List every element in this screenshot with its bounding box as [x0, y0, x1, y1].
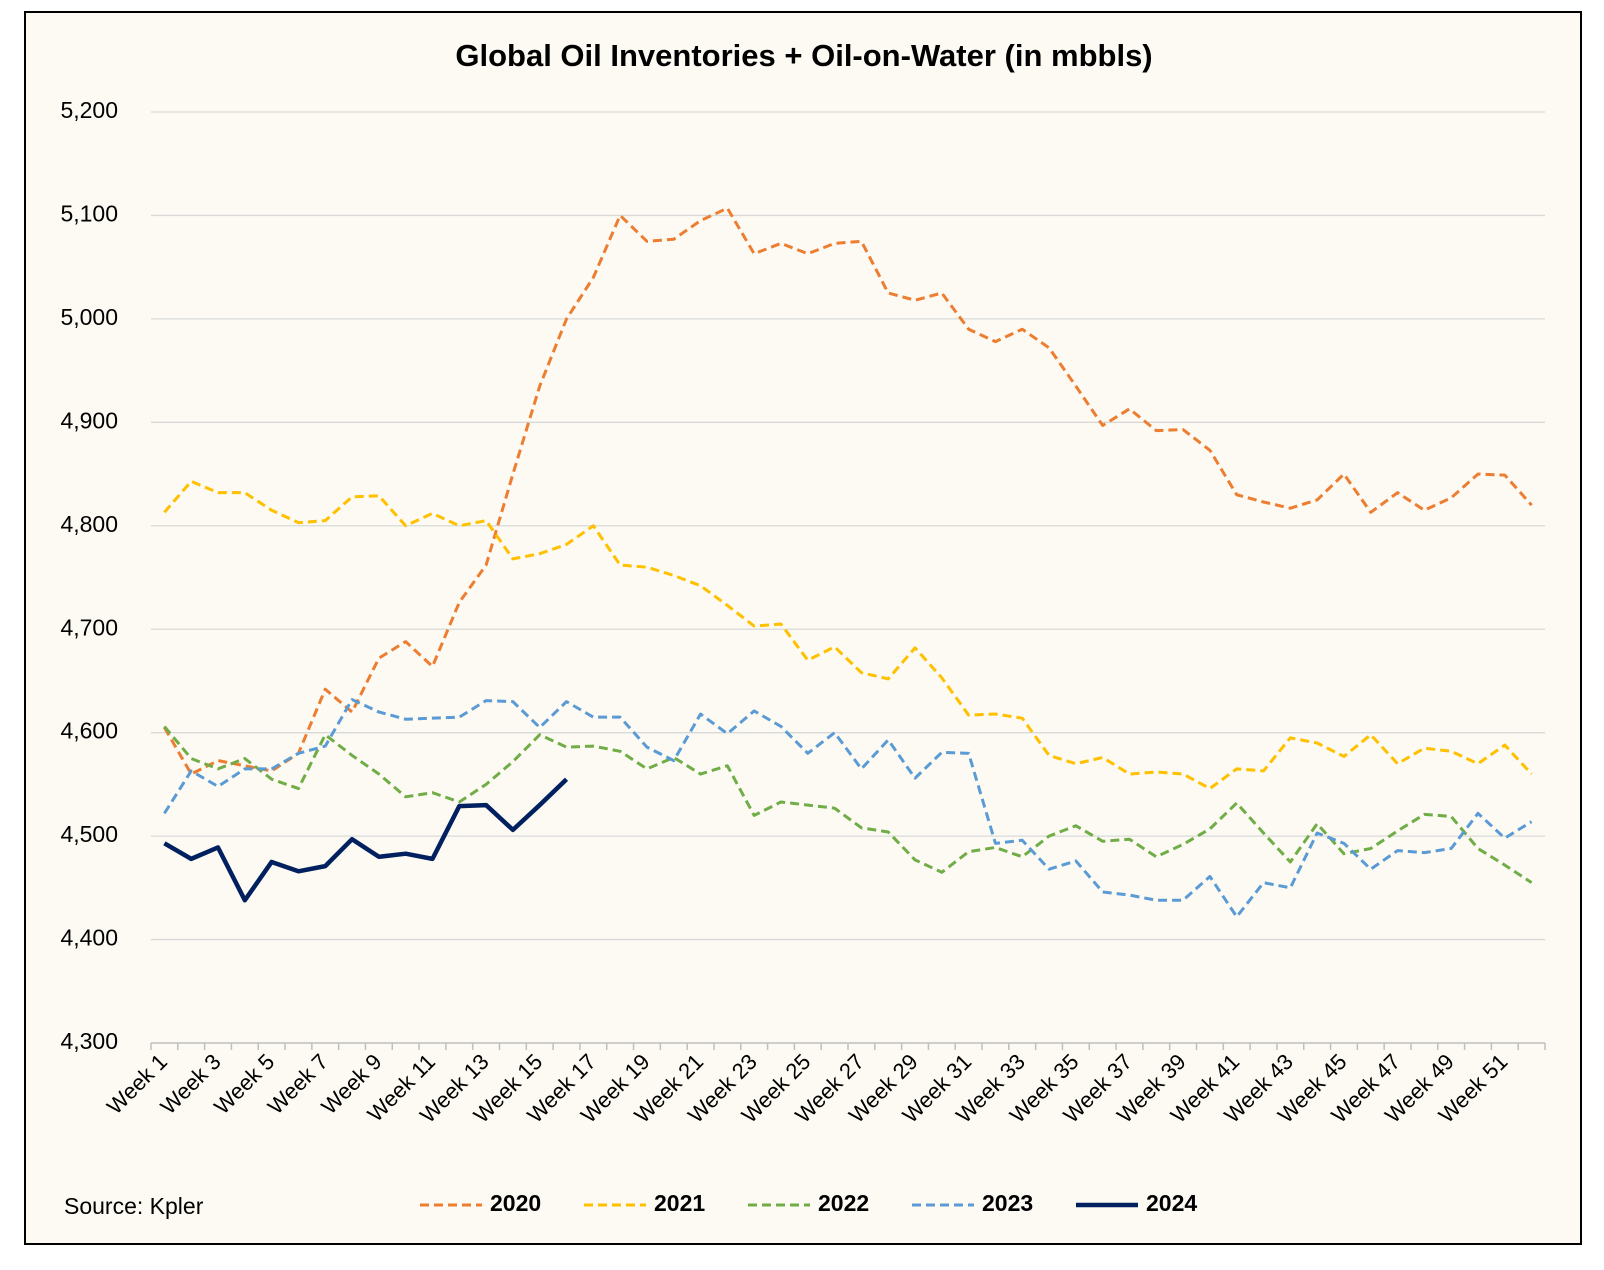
legend-label: 2022 [818, 1190, 869, 1216]
series-line [163, 698, 1533, 919]
y-tick-label: 5,100 [60, 201, 118, 227]
legend-label: 2024 [1146, 1190, 1197, 1216]
chart-title: Global Oil Inventories + Oil-on-Water (i… [455, 38, 1152, 73]
y-tick-label: 4,500 [60, 821, 118, 847]
y-tick-label: 4,900 [60, 407, 118, 433]
series-line [163, 479, 1533, 791]
y-tick-label: 4,700 [60, 614, 118, 640]
source-note: Source: Kpler [64, 1193, 204, 1219]
y-tick-label: 4,800 [60, 511, 118, 537]
y-tick-label: 4,600 [60, 718, 118, 744]
y-tick-label: 4,400 [60, 925, 118, 951]
y-tick-label: 5,200 [60, 97, 118, 123]
series-line [163, 206, 1533, 776]
chart-frame [24, 11, 1582, 1245]
y-tick-label: 5,000 [60, 304, 118, 330]
series-line [163, 777, 569, 903]
y-tick-label: 4,300 [60, 1028, 118, 1054]
legend-label: 2023 [982, 1190, 1033, 1216]
legend-label: 2021 [654, 1190, 705, 1216]
legend-label: 2020 [490, 1190, 541, 1216]
series-line [163, 725, 1533, 884]
